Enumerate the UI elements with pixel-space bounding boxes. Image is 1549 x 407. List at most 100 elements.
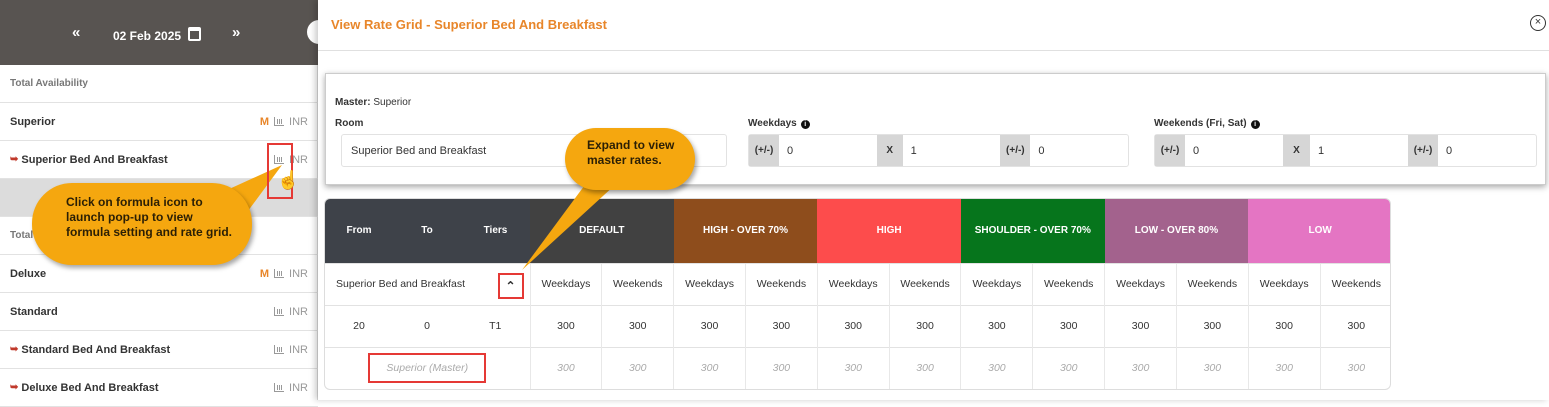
rate-cell[interactable]: 300: [744, 304, 818, 347]
rate-cell[interactable]: 300: [673, 304, 746, 347]
season-header: LOW: [1248, 199, 1390, 263]
to-header: To: [393, 199, 461, 263]
formula-icon[interactable]: [274, 307, 285, 316]
to-value: 0: [393, 304, 461, 347]
master-badge: M: [259, 267, 270, 280]
master-rate-cell: 300: [673, 346, 746, 389]
master-value: Superior: [373, 97, 412, 108]
expand-callout: Expand to view master rates.: [565, 128, 695, 190]
child-rate-icon: ➥: [10, 382, 19, 393]
master-rate-cell: 300: [1175, 346, 1249, 389]
rate-grid-modal: View Rate Grid - Superior Bed And Breakf…: [318, 0, 1549, 400]
formula-icon[interactable]: [274, 117, 285, 126]
addon-label: (+/-): [1155, 135, 1185, 166]
formula-icon[interactable]: [274, 269, 285, 278]
room-name-cell: Superior Bed and Breakfast ⌃: [325, 262, 530, 305]
section-label: Total: [10, 230, 34, 241]
rate-cell[interactable]: 300: [816, 304, 890, 347]
rate-cell[interactable]: 300: [960, 304, 1033, 347]
room-row[interactable]: Standard INR: [0, 293, 318, 331]
addon-label: (+/-): [1000, 135, 1031, 166]
master-rate-cell: 300: [601, 346, 674, 389]
from-header: From: [325, 199, 393, 263]
room-row[interactable]: Deluxe M INR: [0, 255, 318, 293]
rate-cell[interactable]: 300: [1104, 304, 1177, 347]
room-name: Superior: [10, 115, 56, 128]
weekends-add1[interactable]: 0: [1193, 144, 1200, 157]
master-rate-cell: 300: [529, 346, 602, 389]
currency: INR: [289, 267, 308, 280]
calendar-icon[interactable]: [188, 27, 201, 41]
season-header: HIGH: [817, 199, 961, 263]
close-icon[interactable]: ×: [1530, 15, 1546, 31]
room-row[interactable]: ➥ Standard Bed And Breakfast INR: [0, 331, 318, 369]
currency: INR: [289, 343, 308, 356]
divider: [318, 50, 1549, 51]
weekdays-header: Weekdays: [529, 262, 602, 305]
rate-cell[interactable]: 300: [529, 304, 602, 347]
master-rate-cell: 300: [1032, 346, 1105, 389]
master-rate-cell: 300: [816, 346, 890, 389]
room-name: Deluxe Bed And Breakfast: [21, 381, 159, 394]
multiply-label: X: [876, 135, 903, 166]
weekends-header: Weekends: [1319, 262, 1390, 305]
weekends-mult[interactable]: 1: [1318, 144, 1325, 157]
season-header: SHOULDER - OVER 70%: [960, 199, 1105, 263]
addon-label: (+/-): [1408, 135, 1438, 166]
tier-value: T1: [461, 304, 530, 347]
weekends-header: Weekends: [601, 262, 674, 305]
room-name: Superior Bed And Breakfast: [21, 153, 168, 166]
rate-cell[interactable]: 300: [888, 304, 961, 347]
room-label: Room: [335, 118, 364, 129]
rate-cell[interactable]: 300: [1319, 304, 1390, 347]
weekdays-header: Weekdays: [673, 262, 746, 305]
formula-icon[interactable]: [274, 383, 285, 392]
weekends-header: Weekends: [1032, 262, 1105, 305]
chevron-up-icon[interactable]: ⌃: [497, 272, 524, 299]
weekdays-header: Weekdays: [1247, 262, 1321, 305]
rate-grid: From To Tiers DEFAULT HIGH - OVER 70% HIGH…: [324, 198, 1391, 390]
season-header: LOW - OVER 80%: [1104, 199, 1249, 263]
prev-date-button[interactable]: «: [72, 24, 81, 41]
master-rate-cell: 300: [744, 346, 818, 389]
weekends-header: Weekends: [744, 262, 818, 305]
master-badge: M: [259, 115, 270, 128]
formula-callout: Click on formula icon to launch pop-up t…: [32, 183, 252, 265]
weekdays-label: Weekdays: [748, 118, 797, 129]
formula-icon-highlight: [267, 143, 293, 199]
from-value: 20: [325, 304, 393, 347]
master-label: Master:: [335, 97, 371, 108]
room-row[interactable]: ➥ Superior Bed And Breakfast INR: [0, 141, 318, 179]
weekdays-add2[interactable]: 0: [1038, 144, 1045, 157]
formula-icon[interactable]: [274, 155, 285, 164]
room-name: Deluxe: [10, 267, 47, 280]
formula-icon[interactable]: [274, 345, 285, 354]
section-label: Total Availability: [10, 78, 88, 89]
info-icon[interactable]: i: [1250, 120, 1260, 129]
weekdays-add1[interactable]: 0: [787, 144, 794, 157]
rate-cell[interactable]: 300: [1032, 304, 1105, 347]
room-row[interactable]: ➥ Deluxe Bed And Breakfast INR: [0, 369, 318, 407]
info-icon[interactable]: i: [800, 120, 810, 129]
weekdays-header: Weekdays: [816, 262, 890, 305]
section-header: Total Availability: [0, 65, 318, 103]
child-rate-icon: ➥: [10, 344, 19, 355]
weekdays-mult[interactable]: 1: [910, 144, 917, 157]
multiply-label: X: [1283, 135, 1310, 166]
weekends-add2[interactable]: 0: [1446, 144, 1453, 157]
next-date-button[interactable]: »: [232, 24, 241, 41]
tiers-header: Tiers: [461, 199, 530, 263]
weekends-header: Weekends: [888, 262, 961, 305]
master-row-label: Superior (Master): [368, 353, 487, 384]
rate-cell[interactable]: 300: [601, 304, 674, 347]
room-name: Standard: [10, 305, 58, 318]
current-date: 02 Feb 2025: [113, 29, 182, 43]
room-row[interactable]: Superior M INR: [0, 103, 318, 141]
addon-label: (+/-): [749, 135, 779, 166]
rate-cell[interactable]: 300: [1175, 304, 1249, 347]
room-name: Standard Bed And Breakfast: [21, 343, 171, 356]
rate-cell[interactable]: 300: [1247, 304, 1321, 347]
master-rate-cell: 300: [1247, 346, 1321, 389]
modal-title: View Rate Grid - Superior Bed And Breakf…: [331, 17, 607, 32]
